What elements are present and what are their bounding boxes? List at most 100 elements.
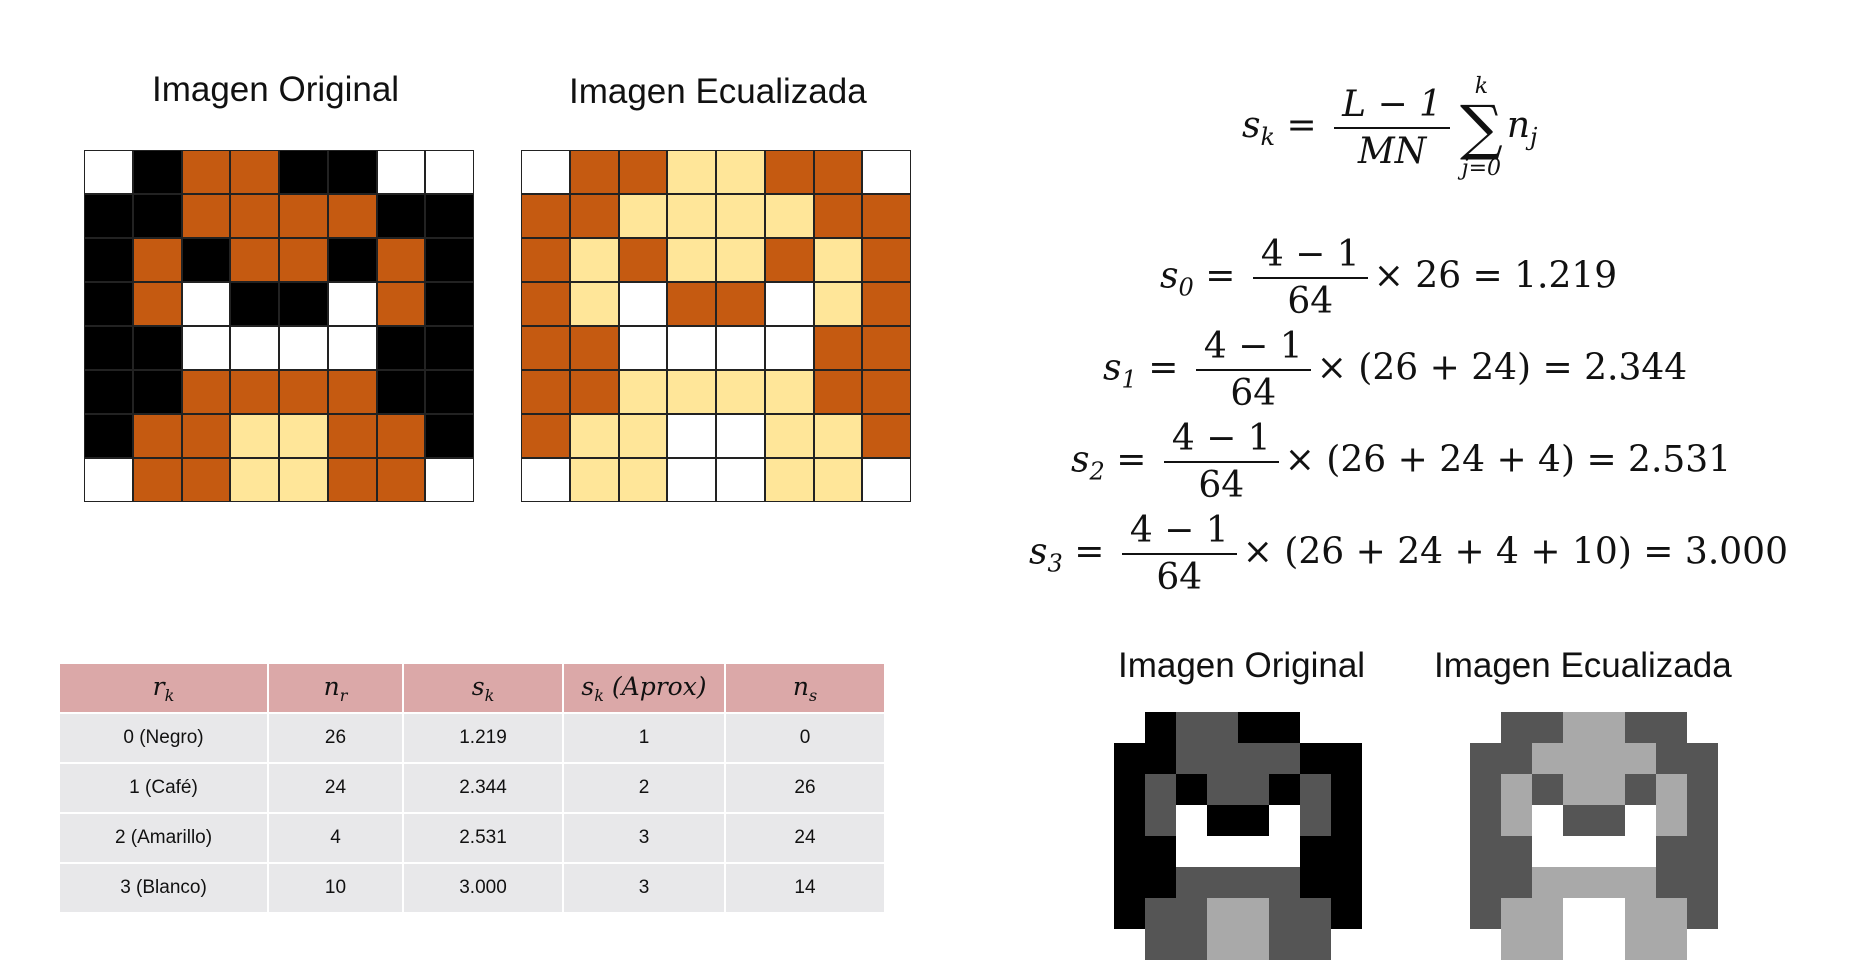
- pixel-cell: [84, 150, 133, 194]
- pixel-cell: [813, 370, 863, 414]
- pixel-cell: [132, 326, 182, 370]
- pixel-cell: [181, 326, 231, 370]
- pixel-cell: [376, 150, 426, 194]
- formula-term: n: [1506, 105, 1530, 146]
- cell-sk: 3.000: [404, 864, 564, 914]
- cell-rk: 1 (Café): [60, 764, 269, 814]
- pixel-cell: [1176, 867, 1207, 898]
- pixel-cell: [1300, 805, 1331, 836]
- pixel-cell: [1594, 867, 1625, 898]
- general-equalization-formula: sk = L − 1 MN k ∑ j=0 nj: [1242, 74, 1538, 181]
- pixel-cell: [327, 326, 377, 370]
- pixel-cell: [84, 326, 133, 370]
- pixel-cell: [1470, 805, 1501, 836]
- pixel-cell: [1594, 743, 1625, 774]
- pixel-cell: [279, 370, 328, 414]
- pixel-cell: [569, 282, 619, 326]
- pixel-cell: [279, 194, 328, 238]
- pixel-cell: [1687, 929, 1718, 960]
- cell-ns: 26: [726, 764, 886, 814]
- sum-lower-limit: j=0: [1461, 156, 1502, 181]
- pixel-cell: [1532, 836, 1563, 867]
- pixel-cell: [813, 458, 863, 502]
- pixel-cell: [132, 458, 182, 502]
- pixel-cell: [1269, 929, 1300, 960]
- pixel-cell: [1207, 929, 1238, 960]
- pixel-cell: [1563, 929, 1594, 960]
- pixel-cell: [1594, 929, 1625, 960]
- pixel-cell: [618, 458, 668, 502]
- pixel-cell: [1114, 836, 1145, 867]
- pixel-cell: [1501, 805, 1532, 836]
- cell-sk-approx: 3: [564, 814, 726, 864]
- pixel-cell: [1470, 898, 1501, 929]
- pixel-cell: [618, 282, 668, 326]
- pixel-cell: [84, 458, 133, 502]
- formula-numerator: L − 1: [1334, 84, 1450, 129]
- pixel-cell: [84, 414, 133, 458]
- pixel-cell: [1563, 898, 1594, 929]
- pixel-cell: [716, 150, 765, 194]
- pixel-cell: [1114, 712, 1145, 743]
- pixel-cell: [1300, 836, 1331, 867]
- pixel-cell: [376, 458, 426, 502]
- pixel-cell: [1656, 805, 1687, 836]
- pixel-cell: [1532, 898, 1563, 929]
- pixel-cell: [425, 194, 474, 238]
- pixel-cell: [1207, 743, 1238, 774]
- header-nr: nr: [269, 664, 404, 714]
- cell-nr: 4: [269, 814, 404, 864]
- pixel-cell: [132, 282, 182, 326]
- pixel-cell: [862, 194, 911, 238]
- pixel-cell: [1269, 867, 1300, 898]
- original-pixel-grid: [84, 150, 474, 502]
- pixel-cell: [1625, 805, 1656, 836]
- pixel-cell: [813, 414, 863, 458]
- pixel-cell: [667, 458, 716, 502]
- pixel-cell: [764, 150, 814, 194]
- pixel-cell: [132, 370, 182, 414]
- cell-rk: 3 (Blanco): [60, 864, 269, 914]
- pixel-cell: [1656, 898, 1687, 929]
- pixel-cell: [521, 282, 570, 326]
- pixel-cell: [279, 414, 328, 458]
- pixel-cell: [1238, 929, 1269, 960]
- pixel-cell: [1656, 712, 1687, 743]
- pixel-cell: [1114, 805, 1145, 836]
- pixel-cell: [569, 414, 619, 458]
- pixel-cell: [618, 238, 668, 282]
- pixel-cell: [569, 194, 619, 238]
- pixel-cell: [84, 282, 133, 326]
- pixel-cell: [1594, 774, 1625, 805]
- pixel-cell: [84, 238, 133, 282]
- pixel-cell: [1470, 929, 1501, 960]
- pixel-cell: [1656, 836, 1687, 867]
- pixel-cell: [618, 150, 668, 194]
- pixel-cell: [521, 150, 570, 194]
- pixel-cell: [764, 414, 814, 458]
- pixel-cell: [521, 370, 570, 414]
- calc-line-s0: s0 = 4 − 1 64 × 26 = 1.219: [1160, 234, 1618, 323]
- pixel-cell: [569, 370, 619, 414]
- pixel-cell: [1625, 774, 1656, 805]
- pixel-cell: [132, 238, 182, 282]
- pixel-cell: [1625, 743, 1656, 774]
- pixel-cell: [1656, 929, 1687, 960]
- pixel-cell: [279, 150, 328, 194]
- pixel-cell: [1687, 774, 1718, 805]
- pixel-cell: [1269, 898, 1300, 929]
- pixel-cell: [1563, 743, 1594, 774]
- pixel-cell: [862, 150, 911, 194]
- pixel-cell: [1207, 774, 1238, 805]
- pixel-cell: [1331, 774, 1362, 805]
- pixel-cell: [376, 282, 426, 326]
- pixel-cell: [1207, 898, 1238, 929]
- pixel-cell: [862, 238, 911, 282]
- pixel-cell: [618, 326, 668, 370]
- pixel-cell: [1300, 774, 1331, 805]
- header-sk-approx: sk (Aprox): [564, 664, 726, 714]
- cell-ns: 24: [726, 814, 886, 864]
- cell-rk: 0 (Negro): [60, 714, 269, 764]
- pixel-cell: [1300, 743, 1331, 774]
- table-row: 0 (Negro) 26 1.219 1 0: [60, 714, 886, 764]
